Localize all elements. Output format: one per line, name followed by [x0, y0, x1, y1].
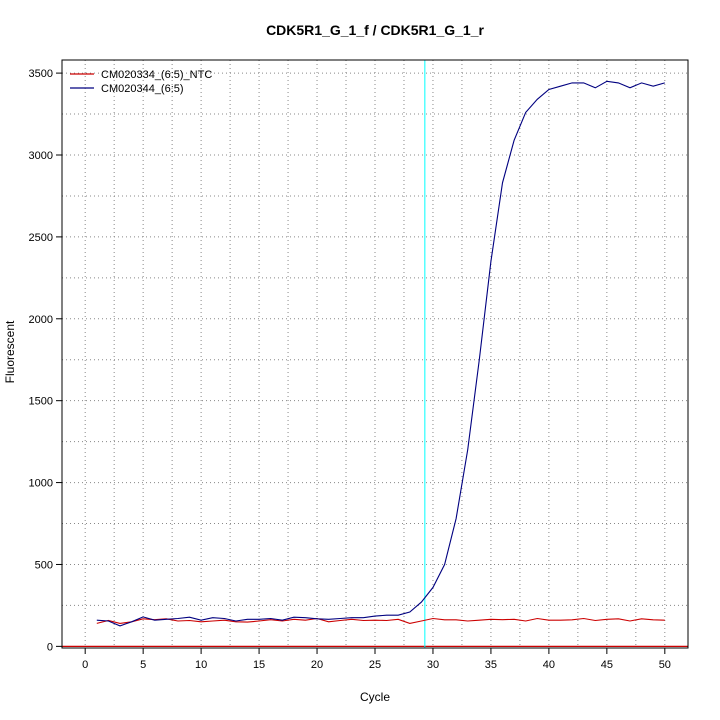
- legend-label-1: CM020334_(6:5)_NTC: [101, 69, 212, 81]
- y-axis: 0 500 1000 1500 2000 2500 3000 3500: [29, 68, 62, 653]
- x-tick-label: 5: [140, 659, 146, 671]
- y-tick-label: 0: [47, 641, 53, 653]
- series-line-2: [96, 80, 665, 627]
- x-tick-label: 10: [195, 659, 207, 671]
- grid: [62, 60, 688, 648]
- y-tick-label: 3500: [29, 68, 53, 80]
- x-tick-label: 0: [82, 659, 88, 671]
- x-tick-label: 50: [659, 659, 671, 671]
- x-tick-label: 25: [369, 659, 381, 671]
- series-line-1: [96, 617, 665, 624]
- y-axis-label: Fluorescent: [3, 320, 17, 383]
- x-tick-label: 30: [427, 659, 439, 671]
- y-tick-label: 2000: [29, 314, 53, 326]
- y-tick-label: 1500: [29, 396, 53, 408]
- series-lines: [96, 80, 665, 627]
- x-axis: 0 5 10 15 20 25 30 35 40 45 50: [82, 648, 671, 671]
- x-tick-label: 35: [485, 659, 497, 671]
- x-tick-label: 20: [311, 659, 323, 671]
- y-tick-label: 1000: [29, 478, 53, 490]
- chart-title: CDK5R1_G_1_f / CDK5R1_G_1_r: [266, 22, 484, 38]
- x-tick-label: 40: [543, 659, 555, 671]
- y-tick-label: 2500: [29, 232, 53, 244]
- reference-lines: [62, 60, 688, 648]
- y-tick-label: 3000: [29, 150, 53, 162]
- x-tick-label: 15: [253, 659, 265, 671]
- x-tick-label: 45: [601, 659, 613, 671]
- legend: CM020334_(6:5)_NTC CM020344_(6:5): [70, 69, 212, 95]
- x-axis-label: Cycle: [360, 690, 390, 704]
- y-tick-label: 500: [35, 559, 53, 571]
- legend-label-2: CM020344_(6:5): [101, 83, 184, 95]
